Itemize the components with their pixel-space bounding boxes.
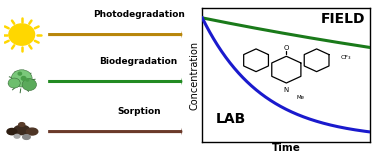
Text: LAB: LAB — [216, 112, 246, 126]
Ellipse shape — [19, 123, 25, 126]
Ellipse shape — [26, 128, 38, 135]
Circle shape — [21, 76, 26, 80]
Ellipse shape — [23, 135, 30, 139]
Text: CF₃: CF₃ — [340, 55, 351, 60]
Circle shape — [9, 24, 35, 45]
Circle shape — [11, 70, 32, 87]
Text: N: N — [284, 87, 289, 93]
Text: FIELD: FIELD — [321, 12, 366, 26]
Circle shape — [18, 72, 22, 75]
Y-axis label: Concentration: Concentration — [189, 40, 200, 110]
Text: O: O — [284, 45, 289, 51]
X-axis label: Time: Time — [272, 143, 301, 153]
Text: Biodegradation: Biodegradation — [99, 57, 178, 66]
Circle shape — [22, 79, 36, 91]
Ellipse shape — [14, 125, 29, 135]
Circle shape — [8, 78, 20, 88]
Ellipse shape — [14, 134, 20, 138]
Circle shape — [26, 79, 29, 81]
Text: Photodegradation: Photodegradation — [93, 10, 185, 19]
Text: Me: Me — [296, 95, 304, 100]
Text: Sorption: Sorption — [117, 107, 161, 116]
Ellipse shape — [7, 128, 17, 135]
